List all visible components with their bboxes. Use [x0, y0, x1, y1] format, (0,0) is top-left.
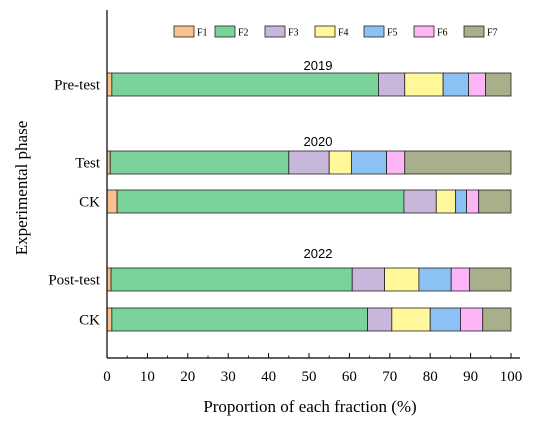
- bar-segment-f3: [403, 189, 437, 214]
- bar-segment-f5: [418, 267, 452, 292]
- x-tick-label: 0: [103, 369, 111, 385]
- bar-segment-f5: [429, 307, 461, 332]
- legend-label-f3: F3: [288, 28, 299, 39]
- bar-segment-f7: [485, 72, 512, 97]
- x-tick-label: 70: [382, 369, 397, 385]
- x-tick-label: 20: [180, 369, 195, 385]
- x-tick-label: 90: [463, 369, 478, 385]
- category-labels: Pre-test Test CK Post-test CK: [48, 78, 101, 329]
- legend-swatch-f5: [363, 25, 385, 38]
- bar-segment-f1: [106, 189, 118, 214]
- bar-segment-f6: [466, 189, 480, 214]
- bar-segment-f4: [391, 307, 431, 332]
- axes: [106, 10, 520, 359]
- bar-segment-f4: [384, 267, 420, 292]
- legend-label-f1: F1: [197, 28, 208, 39]
- legend-swatch-f4: [314, 25, 336, 38]
- bar-segment-f6: [386, 150, 406, 175]
- year-label-2019: 2019: [304, 58, 333, 73]
- bar-segment-f1: [106, 72, 113, 97]
- bar-segment-f7: [482, 307, 512, 332]
- x-axis-label: Proportion of each fraction (%): [203, 397, 416, 416]
- bar-segment-f7: [404, 150, 512, 175]
- bar-segment-f2: [116, 189, 405, 214]
- bar-segment-f3: [367, 307, 393, 332]
- bar-segment-f5: [442, 72, 469, 97]
- category-label-pre-test: Pre-test: [54, 78, 101, 94]
- bar-segment-f2: [111, 307, 368, 332]
- legend-swatch-f3: [264, 25, 286, 38]
- x-tick-label: 60: [342, 369, 357, 385]
- bar-segment-f1: [106, 267, 112, 292]
- x-tick-label: 80: [423, 369, 438, 385]
- category-label-test: Test: [75, 156, 101, 172]
- legend-swatch-f6: [413, 25, 435, 38]
- x-tick-label: 30: [221, 369, 236, 385]
- bar-segment-f7: [468, 267, 512, 292]
- year-labels: 2019 2020 2022: [304, 58, 333, 261]
- bar-segment-f2: [109, 150, 290, 175]
- bar-segment-f6: [450, 267, 470, 292]
- legend-label-f5: F5: [387, 28, 398, 39]
- year-label-2022: 2022: [304, 246, 333, 261]
- bar-segment-f4: [404, 72, 444, 97]
- x-tick-label: 10: [140, 369, 155, 385]
- legend-label-f6: F6: [437, 28, 448, 39]
- bar-segment-f3: [351, 267, 385, 292]
- x-ticks: 0 10 20 30 40 50 60 70 80 90 100: [103, 353, 522, 385]
- bar-segment-f3: [288, 150, 330, 175]
- category-label-post-test: Post-test: [48, 273, 101, 289]
- bar-segment-f6: [460, 307, 484, 332]
- bars: [106, 72, 512, 332]
- bar-segment-f4: [328, 150, 352, 175]
- bar-segment-f6: [468, 72, 486, 97]
- legend-label-f2: F2: [238, 28, 249, 39]
- category-label-ck: CK: [79, 313, 100, 329]
- legend: F1 F2 F3 F4 F5 F6 F7: [173, 25, 498, 39]
- bar-segment-f3: [378, 72, 406, 97]
- y-axis-label: Experimental phase: [12, 121, 31, 256]
- legend-label-f7: F7: [487, 28, 498, 39]
- legend-swatch-f1: [173, 25, 195, 38]
- bar-segment-f4: [435, 189, 457, 214]
- bar-segment-f2: [110, 267, 353, 292]
- x-tick-label: 40: [261, 369, 276, 385]
- year-label-2020: 2020: [304, 134, 333, 149]
- bar-segment-f5: [455, 189, 467, 214]
- legend-swatch-f2: [214, 25, 236, 38]
- bar-segment-f1: [106, 307, 113, 332]
- x-tick-label: 50: [302, 369, 317, 385]
- bar-segment-f7: [478, 189, 512, 214]
- legend-swatch-f7: [463, 25, 485, 38]
- bar-segment-f5: [351, 150, 387, 175]
- bar-segment-f2: [111, 72, 379, 97]
- x-tick-label: 100: [500, 369, 523, 385]
- category-label-ck: CK: [79, 195, 100, 211]
- legend-label-f4: F4: [338, 28, 349, 39]
